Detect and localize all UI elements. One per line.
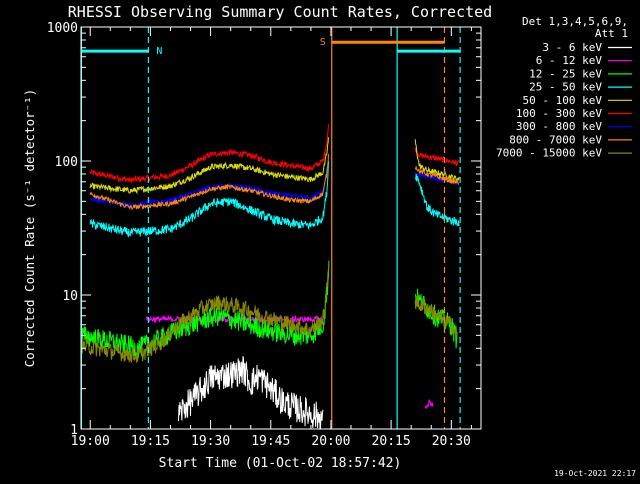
series-line-800-7000-kev-seg-1 (414, 166, 460, 185)
series-100-300-kev-kev (89, 124, 460, 184)
x-tick-label-2: 19:30 (191, 434, 230, 449)
x-tick-label-5: 20:15 (372, 434, 411, 449)
legend-entry-label-8: 7000 - 15000 keV (496, 147, 602, 160)
series-line-6-12-kev-seg-1 (424, 399, 434, 409)
series-25-50-kev-kev (89, 161, 460, 238)
series-line-100-300-kev-seg-1 (414, 147, 460, 167)
series-line-3-6-kev-seg-0 (178, 356, 324, 429)
series-3-6-kev-kev (178, 356, 324, 429)
y-axis-label: Corrected Count Rate (s⁻¹ detector⁻¹) (22, 89, 37, 367)
series-line-12-25-kev-seg-0 (81, 260, 330, 359)
legend-entry-label-0: 3 - 6 keV (542, 41, 602, 54)
series-12-25-kev-kev (81, 260, 458, 359)
y-tick-label-3: 1000 (47, 21, 78, 36)
x-tick-label-0: 19:00 (71, 434, 110, 449)
y-tick-label-0: 1 (70, 423, 78, 438)
legend-entry-label-6: 300 - 800 keV (516, 120, 602, 133)
series-800-7000-kev-kev (89, 154, 460, 211)
x-tick-label-4: 20:00 (311, 434, 350, 449)
series-line-50-100-kev-seg-0 (89, 137, 329, 195)
x-tick-label-3: 19:45 (251, 434, 290, 449)
series-line-25-50-kev-seg-0 (89, 161, 329, 238)
legend-header-0: Det 1,3,4,5,6,9, (522, 15, 628, 28)
legend-entry-label-2: 12 - 25 keV (529, 67, 602, 80)
x-tick-label-1: 19:15 (131, 434, 170, 449)
series-50-100-kev-kev (89, 137, 460, 195)
legend-entry-label-5: 100 - 300 keV (516, 107, 602, 120)
plot-frame (80, 26, 482, 430)
x-tick-label-6: 20:30 (432, 434, 471, 449)
legend-entry-label-1: 6 - 12 keV (536, 54, 603, 67)
footer-timestamp: 19-Oct-2021 22:17 (554, 469, 636, 478)
y-tick-label-2: 100 (55, 155, 78, 170)
series-line-7000-15000-kev-seg-0 (81, 265, 330, 363)
legend-entry-label-4: 50 - 100 keV (523, 94, 603, 107)
series-7000-15000-kev-kev (81, 265, 458, 363)
series-line-7000-15000-kev-seg-1 (414, 295, 458, 339)
legend-entry-label-3: 25 - 50 keV (529, 81, 602, 94)
series-line-100-300-kev-seg-0 (89, 124, 329, 184)
series-line-300-800-kev-seg-0 (89, 152, 329, 209)
y-tick-label-1: 10 (62, 289, 78, 304)
x-axis-label: Start Time (01-Oct-02 18:57:42) (159, 456, 402, 471)
legend-header-1: Att 1 (595, 27, 628, 40)
interval-label-n: N (156, 46, 162, 57)
series-line-12-25-kev-seg-1 (414, 288, 458, 349)
series-line-800-7000-kev-seg-0 (89, 154, 329, 211)
series-line-25-50-kev-seg-1 (414, 173, 460, 227)
legend-entry-label-7: 800 - 7000 keV (509, 133, 602, 146)
interval-label-s: S (320, 37, 326, 48)
chart-title: RHESSI Observing Summary Count Rates, Co… (68, 3, 492, 21)
